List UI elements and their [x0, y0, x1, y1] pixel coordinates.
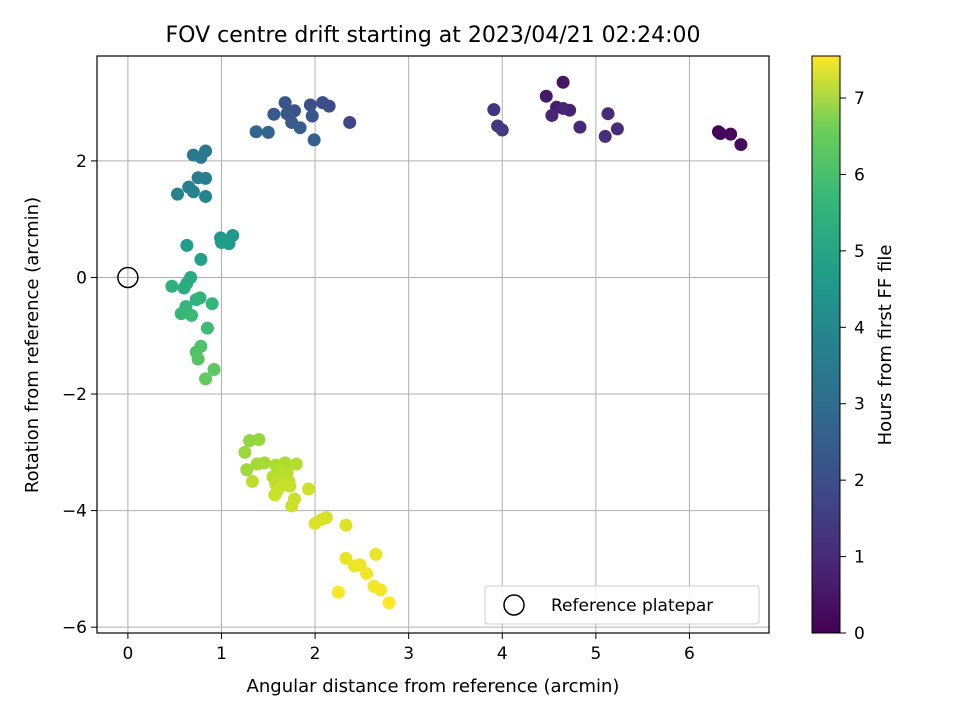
data-point [305, 109, 319, 123]
y-axis-label: Rotation from reference (arcmin) [22, 197, 43, 493]
data-point [308, 516, 322, 530]
data-point [258, 456, 272, 470]
x-tick-label: 6 [684, 644, 695, 664]
x-tick-label: 4 [497, 644, 508, 664]
colorbar-tick-label: 2 [854, 471, 865, 491]
data-point [339, 518, 353, 532]
data-point [278, 96, 292, 110]
colorbar-tick-label: 1 [854, 548, 865, 568]
data-point [199, 189, 213, 203]
data-point [556, 101, 570, 115]
data-point [165, 279, 179, 293]
data-point [186, 148, 200, 162]
chart-title: FOV centre drift starting at 2023/04/21 … [166, 23, 701, 48]
data-point [252, 433, 266, 447]
x-tick-label: 3 [403, 644, 414, 664]
y-tick-label: −2 [62, 385, 87, 405]
x-axis-label: Angular distance from reference (arcmin) [247, 676, 620, 697]
data-point [289, 457, 303, 471]
data-point [205, 297, 219, 311]
data-point [170, 187, 184, 201]
data-point [186, 185, 200, 199]
colorbar-tick-label: 6 [854, 165, 865, 185]
data-point [713, 127, 727, 141]
colorbar-tick-label: 0 [854, 624, 865, 644]
data-point [268, 488, 282, 502]
data-point [293, 121, 307, 135]
colorbar-tick-label: 7 [854, 89, 865, 109]
data-point [307, 133, 321, 147]
data-point [369, 547, 383, 561]
legend-marker [503, 594, 525, 616]
data-point [174, 307, 188, 321]
reference-point-marker [117, 266, 139, 289]
data-point [240, 463, 254, 477]
axis-ticks: 0 1 2 3 4 5 6 −6 −4 −2 0 2 [62, 152, 695, 664]
data-point [261, 125, 275, 139]
data-point [238, 445, 252, 459]
data-point [191, 352, 205, 366]
legend-box [484, 585, 760, 625]
data-point [495, 123, 509, 137]
data-point [302, 482, 316, 496]
x-tick-label: 1 [216, 644, 227, 664]
y-tick-label: 0 [76, 268, 87, 288]
data-point [610, 122, 624, 136]
data-point [200, 321, 214, 335]
data-point [382, 596, 396, 610]
x-tick-label: 5 [590, 644, 601, 664]
data-point [598, 129, 612, 143]
data-point [316, 96, 330, 110]
data-point [199, 372, 213, 386]
legend-entry-reference-platepar: Reference platepar [551, 596, 713, 616]
x-tick-label: 0 [122, 644, 133, 664]
data-point [734, 138, 748, 152]
data-point [573, 120, 587, 134]
colorbar-tick-label: 4 [854, 318, 865, 338]
data-point [207, 363, 221, 377]
data-point [539, 89, 553, 103]
legend: Reference platepar [484, 585, 760, 625]
data-point [343, 115, 357, 129]
data-point [331, 585, 345, 599]
data-point [283, 479, 297, 493]
data-point [177, 281, 191, 295]
data-point [360, 567, 374, 581]
data-point [245, 474, 259, 488]
x-tick-label: 2 [310, 644, 321, 664]
y-tick-label: −6 [62, 618, 87, 638]
y-tick-label: −4 [62, 502, 87, 522]
data-point [214, 236, 228, 250]
data-point [724, 127, 738, 141]
data-point [267, 107, 281, 121]
colorbar [811, 55, 841, 634]
data-point [339, 551, 353, 565]
data-point [556, 75, 570, 89]
data-point [180, 238, 194, 252]
data-point [193, 291, 207, 305]
data-point [347, 559, 361, 573]
data-point [303, 98, 317, 112]
data-point [545, 108, 559, 122]
data-point [194, 252, 208, 266]
colorbar-ticks: 0 1 2 3 4 5 6 7 [840, 89, 865, 644]
y-tick-label: 2 [76, 152, 87, 172]
data-points [117, 75, 748, 610]
data-point [199, 171, 213, 185]
data-point [285, 499, 299, 513]
plot-frame [96, 55, 770, 634]
data-point [185, 308, 199, 322]
colorbar-tick-label: 5 [854, 242, 865, 262]
colorbar-tick-label: 3 [854, 395, 865, 415]
grid-lines [97, 56, 769, 633]
data-point [374, 583, 388, 597]
colorbar-label: Hours from first FF file [875, 245, 896, 446]
data-point [249, 125, 263, 139]
data-point [601, 107, 615, 121]
data-point [487, 103, 501, 117]
